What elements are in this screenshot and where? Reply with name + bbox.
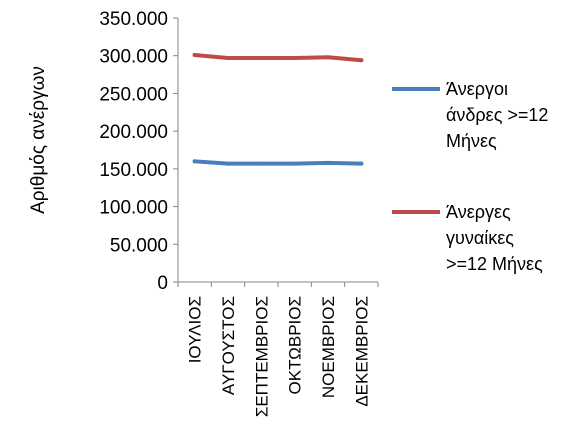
- data-point: [292, 161, 297, 166]
- y-tick-label: 250.000: [99, 84, 168, 105]
- y-axis-label: Αριθμός ανέργων: [28, 66, 49, 214]
- y-tick-label: 300.000: [99, 47, 168, 68]
- x-category-label: ΣΕΠΤΕΜΒΡΙΟΣ: [252, 296, 271, 417]
- y-tick-label: 50.000: [110, 235, 168, 256]
- legend-label-1: Άνεργοι: [446, 79, 508, 99]
- data-point: [226, 161, 230, 166]
- x-category-label: ΟΚΤΩΒΡΙΟΣ: [286, 296, 305, 394]
- legend-label-2: γυναίκες: [446, 228, 514, 248]
- legend-label-1: άνδρες >=12: [446, 105, 548, 125]
- y-tick-label: 200.000: [99, 122, 168, 143]
- data-point: [359, 161, 364, 166]
- x-category-label: ΙΟΥΛΙΟΣ: [186, 296, 205, 363]
- y-tick-label: 100.000: [99, 198, 168, 219]
- series-line-2: [192, 52, 364, 63]
- data-point: [226, 55, 230, 60]
- legend-label-2: >=12 Μήνες: [446, 254, 543, 274]
- y-axis-ticks: 0 50.000 100.000 150.000 200.000 250.000 300.0…: [99, 9, 178, 294]
- series-line-1: [192, 159, 364, 166]
- data-point: [259, 161, 264, 166]
- series-group: [192, 52, 364, 166]
- data-point: [359, 58, 364, 63]
- y-tick-label: 150.000: [99, 160, 168, 181]
- y-tick-label: 350.000: [99, 9, 168, 30]
- x-category-label: ΝΟΕΜΒΡΙΟΣ: [319, 296, 338, 398]
- x-axis-ticks: ΙΟΥΛΙΟΣ ΑΥΓΟΥΣΤΟΣ ΣΕΠΤΕΜΒΡΙΟΣ ΟΚΤΩΒΡΙΟΣ ΝΟΕΜ…: [177, 282, 379, 417]
- legend: Άνεργοι άνδρες >=12 Μήνες Άνεργες γυναίκες >=…: [392, 79, 548, 274]
- data-point: [326, 160, 330, 165]
- data-point: [292, 55, 297, 60]
- legend-label-1: Μήνες: [446, 131, 497, 151]
- x-category-label: ΔΕΚΕΜΒΡΙΟΣ: [352, 296, 371, 407]
- legend-label-2: Άνεργες: [446, 202, 511, 222]
- x-category-label: ΑΥΓΟΥΣΤΟΣ: [219, 296, 238, 395]
- data-point: [259, 55, 264, 60]
- data-point: [192, 159, 197, 164]
- y-tick-label: 0: [157, 273, 168, 294]
- data-point: [326, 55, 330, 60]
- data-point: [192, 52, 197, 57]
